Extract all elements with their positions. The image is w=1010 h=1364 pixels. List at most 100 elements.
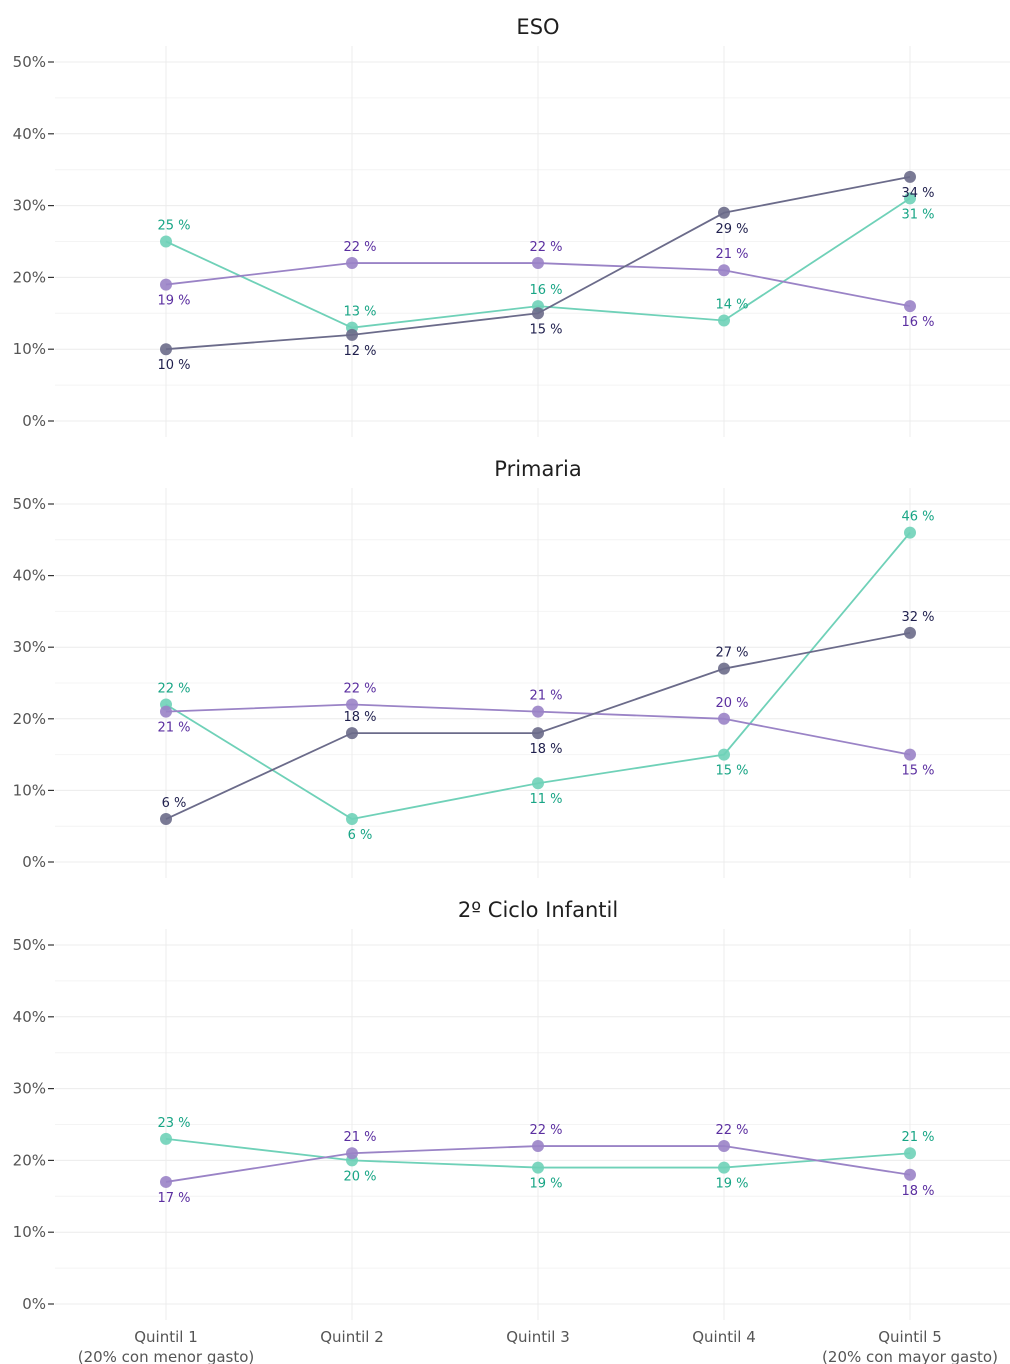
data-point	[346, 813, 358, 826]
data-label: 21 %	[529, 689, 562, 704]
data-point	[346, 727, 358, 740]
x-tick-label: Quintil 5	[878, 1328, 942, 1346]
data-point	[160, 235, 172, 248]
data-point	[718, 748, 730, 761]
y-tick-label: 20%	[13, 710, 46, 728]
data-point	[532, 257, 544, 270]
y-tick-label: 50%	[13, 495, 46, 513]
x-tick-label: Quintil 3	[506, 1328, 570, 1346]
data-point	[160, 813, 172, 826]
data-label: 22 %	[157, 681, 190, 696]
data-point	[160, 1175, 172, 1188]
data-point	[904, 300, 916, 313]
series-dark: 10 % 12 % 15 % 29 % 34 %	[157, 170, 935, 373]
data-label: 25 %	[157, 219, 190, 234]
data-point	[160, 278, 172, 291]
x-tick-label: (20% con mayor gasto)	[822, 1348, 998, 1364]
data-point	[718, 314, 730, 327]
data-point	[904, 526, 916, 539]
data-label: 22 %	[529, 240, 562, 255]
y-tick-label: 30%	[13, 1080, 46, 1098]
data-label: 34 %	[901, 186, 934, 201]
data-label: 32 %	[901, 610, 934, 625]
data-label: 31 %	[901, 207, 934, 222]
y-tick-label: 40%	[13, 1008, 46, 1026]
data-label: 19 %	[715, 1177, 748, 1192]
series-dark: 6 % 18 % 18 % 27 % 32 %	[160, 610, 935, 826]
data-point	[718, 264, 730, 277]
y-tick-label: 30%	[13, 638, 46, 656]
data-label: 10 %	[157, 358, 190, 373]
y-tick-label: 20%	[13, 268, 46, 286]
data-label: 13 %	[343, 305, 376, 320]
data-point	[346, 698, 358, 711]
data-label: 21 %	[715, 247, 748, 262]
data-label: 15 %	[715, 764, 748, 779]
data-point	[532, 307, 544, 320]
panel-3: 2º Ciclo Infantil 0% 10% 20% 30% 40% 50% 23 % 20…	[13, 898, 1010, 1320]
y-tick-label: 0%	[22, 412, 46, 430]
data-label: 23 %	[157, 1116, 190, 1131]
y-tick-label: 50%	[13, 53, 46, 71]
data-label: 11 %	[529, 792, 562, 807]
data-point	[904, 170, 916, 183]
data-label: 22 %	[529, 1123, 562, 1138]
data-point	[718, 1161, 730, 1174]
gridlines	[55, 488, 1010, 878]
panel-2: Primaria 0% 10% 20% 30% 40% 50% 22 % 6 % 11 % 15 %…	[13, 457, 1010, 878]
data-point	[904, 748, 916, 761]
panel-title: 2º Ciclo Infantil	[458, 898, 618, 922]
data-label: 21 %	[157, 721, 190, 736]
data-label: 21 %	[901, 1130, 934, 1145]
x-tick-label: Quintil 4	[692, 1328, 756, 1346]
y-tick-label: 0%	[22, 853, 46, 871]
data-label: 16 %	[901, 315, 934, 330]
data-point	[532, 727, 544, 740]
data-label: 6 %	[162, 796, 187, 811]
y-tick-label: 30%	[13, 197, 46, 215]
y-tick-label: 0%	[22, 1295, 46, 1313]
y-tick-label: 10%	[13, 340, 46, 358]
data-point	[532, 777, 544, 790]
gridlines	[55, 929, 1010, 1320]
data-label: 15 %	[529, 322, 562, 337]
data-point	[718, 662, 730, 675]
data-label: 6 %	[348, 828, 373, 843]
data-point	[346, 257, 358, 270]
data-label: 20 %	[343, 1169, 376, 1184]
data-point	[904, 626, 916, 639]
data-label: 46 %	[901, 510, 934, 525]
y-tick-label: 20%	[13, 1151, 46, 1169]
y-tick-label: 40%	[13, 125, 46, 143]
data-label: 19 %	[157, 294, 190, 309]
data-point	[346, 328, 358, 341]
series-teal: 23 % 20 % 19 % 19 % 21 %	[157, 1116, 934, 1192]
data-label: 22 %	[343, 240, 376, 255]
data-label: 18 %	[343, 710, 376, 725]
data-point	[718, 206, 730, 219]
x-tick-label: Quintil 1	[134, 1328, 198, 1346]
panel-title: Primaria	[494, 457, 581, 481]
series-purple: 19 % 22 % 22 % 21 % 16 %	[157, 240, 934, 330]
data-label: 19 %	[529, 1177, 562, 1192]
data-point	[718, 1140, 730, 1153]
data-point	[904, 1147, 916, 1160]
data-label: 14 %	[715, 297, 748, 312]
y-tick-label: 50%	[13, 936, 46, 954]
x-tick-label: Quintil 2	[320, 1328, 384, 1346]
data-label: 21 %	[343, 1130, 376, 1145]
data-label: 12 %	[343, 344, 376, 359]
data-label: 18 %	[529, 742, 562, 757]
data-label: 18 %	[901, 1184, 934, 1199]
data-point	[904, 1168, 916, 1181]
data-point	[532, 1140, 544, 1153]
data-label: 20 %	[715, 696, 748, 711]
data-point	[346, 1147, 358, 1160]
x-axis: Quintil 1 (20% con menor gasto) Quintil 2 Q…	[78, 1328, 998, 1364]
series-purple: 21 % 22 % 21 % 20 % 15 %	[157, 681, 934, 778]
series-teal: 25 % 13 % 16 % 14 % 31 %	[157, 192, 935, 334]
data-point	[532, 705, 544, 718]
gridlines	[55, 46, 1010, 437]
data-label: 17 %	[157, 1191, 190, 1206]
